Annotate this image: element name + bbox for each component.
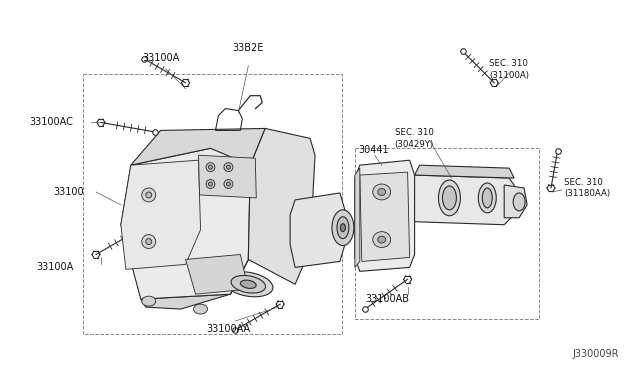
Text: 33100A: 33100A	[142, 53, 179, 63]
Ellipse shape	[442, 186, 456, 210]
Text: (31100A): (31100A)	[489, 71, 529, 80]
Ellipse shape	[224, 272, 273, 297]
Text: 33100AA: 33100AA	[206, 324, 250, 334]
Text: 33100: 33100	[53, 187, 84, 197]
Polygon shape	[186, 254, 248, 294]
Ellipse shape	[337, 217, 349, 238]
Polygon shape	[121, 148, 250, 299]
Ellipse shape	[478, 183, 496, 213]
Text: 30441: 30441	[358, 145, 388, 155]
Ellipse shape	[209, 182, 212, 186]
Ellipse shape	[224, 163, 233, 171]
Ellipse shape	[438, 180, 460, 216]
Ellipse shape	[193, 304, 207, 314]
Ellipse shape	[227, 165, 230, 169]
Ellipse shape	[372, 232, 390, 247]
Polygon shape	[248, 128, 315, 284]
Ellipse shape	[241, 280, 256, 288]
Ellipse shape	[378, 189, 386, 195]
Text: 33100A: 33100A	[36, 262, 74, 272]
Polygon shape	[415, 165, 514, 178]
Text: 33100AB: 33100AB	[365, 294, 410, 304]
Text: 33B2E: 33B2E	[232, 43, 264, 53]
Ellipse shape	[227, 182, 230, 186]
Ellipse shape	[224, 180, 233, 189]
Ellipse shape	[146, 192, 152, 198]
Polygon shape	[198, 155, 256, 198]
Text: J330009R: J330009R	[572, 349, 619, 359]
Polygon shape	[504, 185, 527, 218]
Text: SEC. 310: SEC. 310	[395, 128, 433, 137]
Polygon shape	[355, 160, 415, 271]
Ellipse shape	[146, 238, 152, 244]
Polygon shape	[415, 175, 514, 225]
Ellipse shape	[142, 296, 156, 306]
Polygon shape	[141, 259, 248, 309]
Ellipse shape	[483, 188, 492, 208]
Text: (31180AA): (31180AA)	[564, 189, 610, 198]
Polygon shape	[131, 128, 265, 165]
Ellipse shape	[206, 163, 215, 171]
Ellipse shape	[340, 224, 346, 232]
Polygon shape	[290, 193, 345, 267]
Text: SEC. 310: SEC. 310	[564, 177, 603, 186]
Ellipse shape	[206, 180, 215, 189]
Text: 33100AC: 33100AC	[29, 118, 73, 128]
Ellipse shape	[209, 165, 212, 169]
Polygon shape	[121, 160, 200, 269]
Ellipse shape	[513, 193, 525, 211]
Ellipse shape	[142, 188, 156, 202]
Text: (30429Y): (30429Y)	[395, 140, 434, 149]
Polygon shape	[360, 172, 410, 262]
Ellipse shape	[231, 275, 266, 293]
Ellipse shape	[372, 184, 390, 200]
Ellipse shape	[332, 210, 354, 246]
Ellipse shape	[142, 235, 156, 248]
Polygon shape	[355, 168, 360, 267]
Text: SEC. 310: SEC. 310	[489, 59, 528, 68]
Ellipse shape	[378, 236, 386, 243]
